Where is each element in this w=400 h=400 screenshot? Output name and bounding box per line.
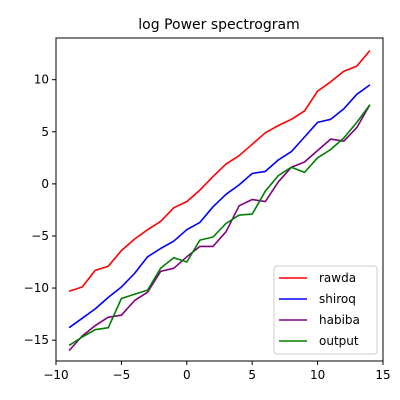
series-line-habiba	[68, 104, 371, 352]
x-tick-label: 5	[248, 368, 256, 382]
x-tick-label: −5	[113, 368, 131, 382]
legend-label-output: output	[319, 334, 359, 348]
x-tick-label: 10	[310, 368, 325, 382]
chart-title: log Power spectrogram	[138, 17, 299, 33]
series-line-output	[68, 104, 371, 347]
y-axis: −15 −10 −5 0 5 10	[24, 73, 56, 347]
legend-box	[273, 265, 378, 355]
legend-label-habiba: habiba	[319, 313, 360, 327]
y-tick-label: 5	[41, 125, 49, 139]
x-tick-label: −10	[43, 368, 68, 382]
y-tick-label: −10	[24, 281, 49, 295]
legend: rawda shiroq habiba output	[273, 265, 378, 355]
plot-frame	[55, 37, 384, 362]
plot-area	[68, 49, 371, 352]
x-axis: −10 −5 0 5 10 15	[43, 361, 391, 382]
legend-label-rawda: rawda	[319, 271, 356, 285]
y-tick-label: 10	[34, 73, 49, 87]
series-line-rawda	[68, 49, 371, 292]
y-tick-label: 0	[41, 177, 49, 191]
x-tick-label: 0	[183, 368, 191, 382]
x-tick-label: 15	[375, 368, 390, 382]
series-line-shiroq	[68, 84, 371, 329]
y-tick-label: −5	[31, 229, 49, 243]
legend-label-shiroq: shiroq	[319, 292, 356, 306]
y-tick-label: −15	[24, 333, 49, 347]
